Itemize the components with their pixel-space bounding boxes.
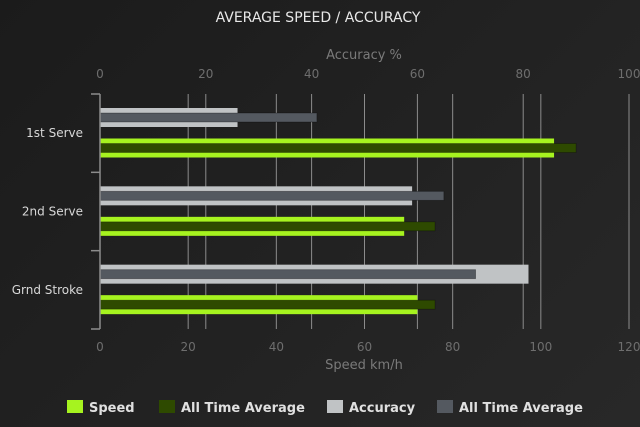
speed-average-bar — [99, 143, 577, 153]
bottom-tick-label: 60 — [357, 340, 372, 354]
accuracy-average-bar — [99, 269, 476, 280]
legend-label: Accuracy — [349, 401, 416, 416]
bottom-tick-label: 80 — [445, 340, 460, 354]
speed-average-bar — [99, 221, 436, 232]
top-tick-label: 100 — [618, 67, 640, 81]
top-axis-label: Accuracy % — [326, 48, 402, 63]
category-label: Grnd Stroke — [12, 283, 83, 297]
legend-swatch — [327, 400, 343, 413]
bottom-tick-label: 40 — [269, 340, 284, 354]
legend-label: All Time Average — [181, 401, 305, 416]
speed-average-bar — [99, 299, 436, 310]
category-label: 2nd Serve — [22, 205, 83, 219]
legend-swatch — [67, 400, 83, 413]
top-tick-label: 40 — [304, 67, 319, 81]
bottom-tick-label: 100 — [529, 340, 552, 354]
legend-swatch — [159, 400, 175, 413]
top-tick-label: 60 — [410, 67, 425, 81]
accuracy-average-bar — [99, 190, 445, 201]
bottom-axis-label: Speed km/h — [325, 358, 403, 373]
category-label: 1st Serve — [26, 126, 83, 140]
legend-label: All Time Average — [459, 401, 583, 416]
top-tick-label: 20 — [198, 67, 213, 81]
bottom-tick-label: 120 — [618, 340, 640, 354]
accuracy-average-bar — [99, 112, 318, 123]
top-tick-label: 0 — [96, 67, 104, 81]
legend-label: Speed — [89, 401, 135, 416]
bottom-tick-label: 0 — [96, 340, 104, 354]
bottom-tick-label: 20 — [181, 340, 196, 354]
chart-title: AVERAGE SPEED / ACCURACY — [216, 10, 421, 26]
legend-swatch — [437, 400, 453, 413]
top-tick-label: 80 — [516, 67, 531, 81]
